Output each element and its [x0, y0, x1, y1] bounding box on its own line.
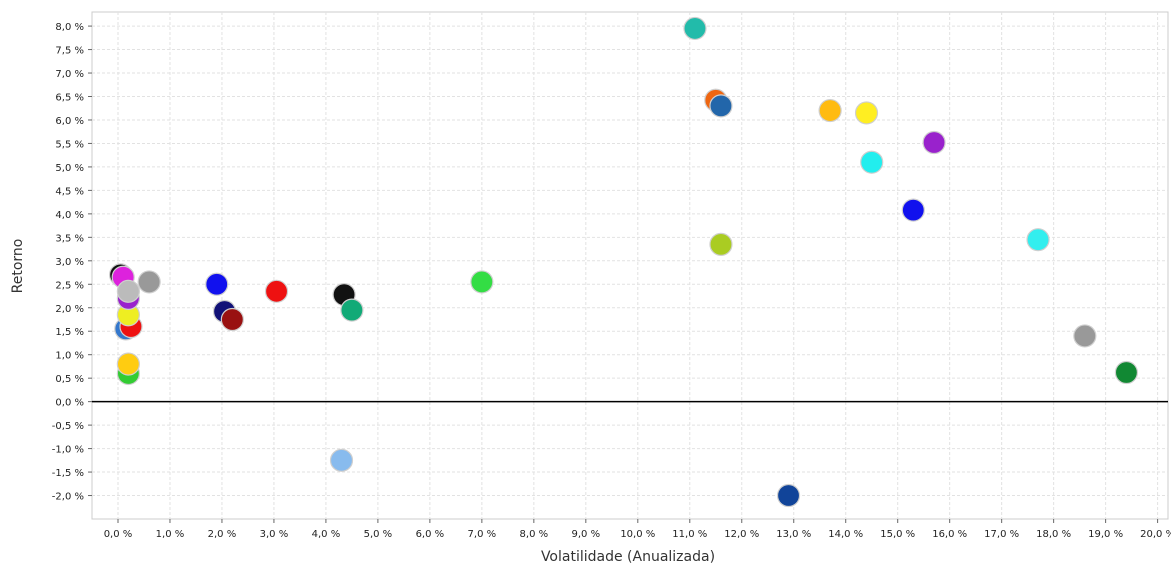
- x-tick-labels: 0,0 % 1,0 % 2,0 % 3,0 % 4,0 % 5,0 % 6,0 % 7,0 %…: [104, 529, 1171, 540]
- y-tick-label: 6,0 %: [55, 116, 84, 127]
- x-tick-label: 18,0 %: [1036, 529, 1071, 540]
- data-point: [116, 279, 140, 303]
- x-tick-label: 16,0 %: [932, 529, 967, 540]
- x-tick-label: 14,0 %: [828, 529, 863, 540]
- grid: [92, 12, 1168, 519]
- y-tick-label: 5,0 %: [55, 163, 84, 174]
- y-tick-label: -1,0 %: [52, 445, 84, 456]
- y-tick-labels: 8,0 % 7,5 % 7,0 % 6,5 % 6,0 % 5,5 % 5,0 % 4,5 %…: [52, 22, 84, 502]
- x-axis-title: Volatilidade (Anualizada): [541, 549, 715, 565]
- x-tick-label: 7,0 %: [468, 529, 497, 540]
- x-tick-label: 0,0 %: [104, 529, 133, 540]
- data-point: [683, 16, 707, 41]
- y-tick-label: 0,0 %: [55, 398, 84, 409]
- y-tick-label: 3,0 %: [55, 257, 84, 268]
- x-tick-label: 17,0 %: [984, 529, 1019, 540]
- y-tick-label: -2,0 %: [52, 492, 84, 503]
- y-tick-label: -0,5 %: [52, 421, 84, 432]
- x-tick-label: 6,0 %: [416, 529, 445, 540]
- y-tick-label: 8,0 %: [55, 22, 84, 33]
- x-tick-label: 3,0 %: [260, 529, 289, 540]
- y-tick-label: 0,5 %: [55, 374, 84, 385]
- x-tick-label: 13,0 %: [776, 529, 811, 540]
- y-tick-label: 2,5 %: [55, 280, 84, 291]
- x-tick-label: 1,0 %: [156, 529, 185, 540]
- data-point: [709, 94, 733, 118]
- data-point: [818, 98, 842, 123]
- y-tick-label: 6,5 %: [55, 93, 84, 104]
- data-point: [264, 279, 289, 303]
- y-tick-label: 4,0 %: [55, 210, 84, 221]
- y-tick-label: 2,0 %: [55, 304, 84, 315]
- data-point: [901, 198, 925, 222]
- data-point: [854, 101, 879, 125]
- y-tick-label: -1,5 %: [52, 468, 84, 479]
- data-point: [709, 232, 733, 256]
- x-tick-label: 12,0 %: [724, 529, 759, 540]
- x-tick-label: 10,0 %: [620, 529, 655, 540]
- data-point: [1026, 228, 1050, 252]
- x-tick-label: 4,0 %: [312, 529, 341, 540]
- plot-area: [91, 11, 1169, 520]
- data-point: [137, 270, 161, 294]
- x-tick-label: 9,0 %: [572, 529, 601, 540]
- y-tick-label: 5,5 %: [55, 139, 84, 150]
- data-point: [205, 272, 229, 296]
- data-point: [470, 270, 494, 294]
- data-point: [922, 130, 946, 155]
- y-tick-label: 7,5 %: [55, 46, 84, 57]
- data-point: [329, 448, 354, 472]
- axes: [88, 25, 1168, 523]
- y-tick-label: 4,5 %: [55, 186, 84, 197]
- x-tick-label: 2,0 %: [208, 529, 237, 540]
- data-point: [1114, 360, 1139, 385]
- x-tick-label: 8,0 %: [520, 529, 549, 540]
- data-point: [340, 298, 364, 322]
- data-point: [116, 352, 140, 376]
- y-axis-title: Retorno: [10, 239, 26, 294]
- y-tick-label: 7,0 %: [55, 69, 84, 80]
- y-tick-label: 1,0 %: [55, 351, 84, 362]
- x-tick-label: 19,0 %: [1088, 529, 1123, 540]
- x-tick-label: 20,0 %: [1140, 529, 1171, 540]
- y-tick-label: 1,5 %: [55, 327, 84, 338]
- data-points: [108, 16, 1139, 508]
- data-point: [1073, 324, 1097, 348]
- data-point: [860, 150, 884, 174]
- data-point: [776, 483, 801, 508]
- y-tick-label: 3,5 %: [55, 233, 84, 244]
- x-tick-label: 11,0 %: [672, 529, 707, 540]
- x-tick-label: 15,0 %: [880, 529, 915, 540]
- data-point: [220, 307, 244, 332]
- x-tick-label: 5,0 %: [364, 529, 393, 540]
